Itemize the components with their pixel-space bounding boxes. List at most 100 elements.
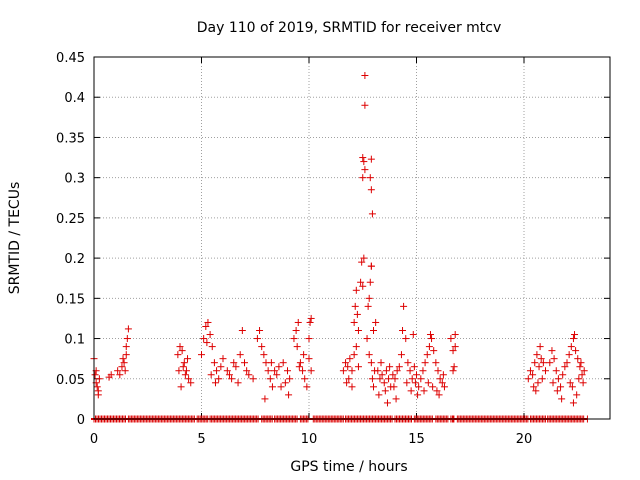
data-point [389,371,397,379]
data-point [535,363,543,371]
data-point [243,367,251,375]
data-point [296,359,304,367]
data-point [303,383,311,391]
y-tick-label: 0.25 [56,212,85,227]
data-point [121,367,129,375]
data-point [256,327,264,335]
data-point [370,327,377,335]
data-point [236,351,244,359]
data-point [366,278,374,286]
data-point [420,387,428,395]
y-tick-label: 0.05 [56,373,85,388]
data-point [558,395,566,403]
data-point [529,371,537,379]
data-point [360,254,368,262]
data-point [185,375,193,383]
data-point [580,367,588,375]
y-tick-label: 0.35 [56,131,85,146]
data-point [215,375,223,383]
data-layer [90,72,591,423]
data-point [203,339,211,347]
data-point [451,331,459,339]
data-point [343,379,351,387]
data-point [359,282,367,290]
data-point [366,174,374,182]
data-point [93,383,101,391]
data-point [425,343,433,351]
data-point [367,359,375,367]
data-point [267,359,275,367]
data-point [268,383,276,391]
data-point [238,327,246,335]
y-tick-label: 0.4 [64,91,85,106]
data-point [107,371,115,379]
data-point [114,367,122,375]
data-point [423,351,431,359]
data-point [449,347,457,355]
data-point [198,351,205,359]
data-point [273,371,281,379]
data-point [399,327,407,335]
data-point [277,383,285,391]
data-point [542,367,549,375]
data-point [386,363,394,371]
data-point [301,375,309,383]
data-point [407,387,415,395]
data-point [241,359,248,367]
data-point [342,359,350,367]
data-point [575,375,583,383]
data-point [429,383,437,391]
data-point [372,318,380,326]
data-point [447,335,455,343]
data-point [561,363,569,371]
data-point [414,391,422,399]
data-point [436,375,444,383]
data-point [285,391,293,399]
data-point [578,371,586,379]
data-point [361,166,369,174]
data-point [378,371,386,379]
data-point [576,363,584,371]
data-point [225,371,233,379]
data-point [116,371,124,379]
data-point [417,375,425,383]
data-point [449,367,457,375]
data-point [174,351,182,359]
x-axis-label: GPS time / hours [290,459,407,475]
data-point [351,302,359,310]
data-point [354,327,362,335]
data-point [433,387,441,395]
x-tick-label: 15 [408,432,425,447]
data-point [290,335,298,343]
data-point [415,383,423,391]
data-point [219,355,227,363]
data-point [275,363,283,371]
y-tick-label: 0.3 [64,172,85,187]
data-point [569,335,577,343]
data-point [531,359,539,367]
data-point [549,379,557,387]
data-point [413,371,420,379]
data-point [411,379,419,387]
data-point [409,331,417,339]
data-point [187,379,195,387]
data-point [232,363,240,371]
data-point [204,318,212,326]
data-point [533,351,541,359]
data-point [95,375,103,383]
data-point [123,335,131,343]
data-point [553,387,561,395]
data-point [421,359,429,367]
data-point [176,343,184,351]
data-point [390,383,398,391]
data-point [210,359,218,367]
data-point [554,375,562,383]
data-point [348,367,356,375]
data-point [370,383,377,391]
data-point [406,367,414,375]
data-point [206,331,214,339]
data-point [213,367,221,375]
data-point [300,351,308,359]
data-point [307,314,315,322]
data-point [354,363,362,371]
